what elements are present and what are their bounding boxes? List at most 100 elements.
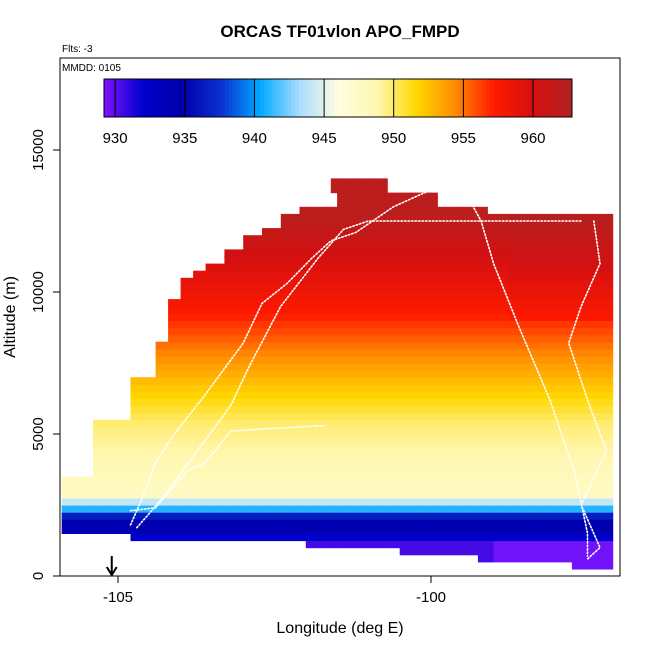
colorbar-swatch [540, 79, 546, 117]
heatmap-cell [211, 327, 229, 336]
heatmap-cell [321, 235, 338, 243]
heatmap-cell [509, 519, 526, 527]
heatmap-cell [524, 391, 542, 400]
heatmap-cell [431, 519, 448, 527]
heatmap-cell [180, 448, 197, 456]
heatmap-cell [587, 277, 604, 286]
heatmap-cell [556, 384, 573, 392]
heatmap-cell [133, 377, 150, 385]
colorbar-swatch [299, 79, 304, 117]
heatmap-cell [305, 462, 323, 471]
heatmap-cell [290, 284, 307, 293]
heatmap-cell [243, 299, 260, 307]
heatmap-cell [133, 398, 150, 407]
heatmap-cell [274, 242, 291, 250]
heatmap-cell [587, 256, 604, 265]
heatmap-cell [384, 228, 401, 236]
heatmap-cell [337, 426, 354, 435]
heatmap-cell [180, 398, 197, 407]
heatmap-cell [290, 490, 307, 499]
heatmap-cell [431, 355, 448, 364]
heatmap-cell [290, 355, 307, 364]
heatmap-cell [243, 448, 260, 456]
heatmap-cell [446, 441, 463, 449]
heatmap-cell [540, 277, 557, 286]
heatmap-cell [149, 441, 166, 449]
heatmap-cell [352, 313, 369, 321]
heatmap-cell [227, 270, 244, 279]
heatmap-cell [258, 512, 276, 520]
heatmap-cell [243, 526, 260, 534]
heatmap-cell [462, 242, 479, 250]
heatmap-cell [321, 540, 338, 549]
heatmap-cell [509, 263, 526, 272]
heatmap-cell [211, 292, 229, 300]
heatmap-cell [352, 476, 369, 485]
heatmap-cell [352, 426, 369, 435]
heatmap-cell [290, 256, 307, 265]
heatmap-cell [587, 249, 604, 258]
heatmap-cell [337, 235, 354, 243]
colorbar-swatch [377, 79, 382, 117]
heatmap-cell [431, 292, 448, 300]
heatmap-cell [305, 341, 323, 350]
heatmap-cell [587, 497, 604, 506]
heatmap-cell [352, 519, 369, 527]
heatmap-cell [540, 228, 557, 236]
heatmap-cell [149, 490, 166, 499]
heatmap-cell [61, 512, 72, 520]
colorbar-swatch [513, 79, 518, 117]
heatmap-cell [258, 490, 276, 499]
heatmap-cell [211, 306, 229, 314]
heatmap-cell [415, 526, 432, 534]
heatmap-cell [290, 405, 307, 414]
heatmap-cell [164, 448, 182, 456]
colorbar-swatch [373, 79, 378, 117]
heatmap-cell [274, 277, 291, 286]
heatmap-cell [462, 299, 479, 307]
heatmap-cell [587, 398, 604, 407]
heatmap-cell [274, 419, 291, 428]
heatmap-cell [93, 469, 103, 478]
heatmap-cell [337, 192, 354, 201]
heatmap-cell [540, 519, 557, 527]
heatmap-cell [337, 242, 354, 250]
heatmap-cell [133, 462, 150, 471]
heatmap-cell [274, 341, 291, 350]
colorbar-swatch [185, 79, 191, 117]
heatmap-cell [211, 526, 229, 534]
heatmap-cell [330, 178, 338, 187]
heatmap-cell [258, 469, 276, 478]
heatmap-cell [446, 505, 463, 513]
heatmap-cell [556, 299, 573, 307]
heatmap-cell [368, 412, 385, 421]
heatmap-cell [368, 263, 385, 272]
heatmap-cell [227, 519, 244, 527]
heatmap-cell [274, 292, 291, 300]
heatmap-cell [321, 270, 338, 279]
heatmap-cell [180, 355, 197, 364]
heatmap-cell [524, 299, 542, 307]
heatmap-cell [571, 213, 589, 222]
heatmap-cell [196, 320, 213, 329]
heatmap-cell [524, 277, 542, 286]
colorbar-tick-label: 960 [520, 130, 545, 147]
heatmap-cell [603, 419, 614, 428]
heatmap-cell [337, 277, 354, 286]
heatmap-cell [384, 405, 401, 414]
heatmap-cell [118, 448, 135, 456]
heatmap-cell [603, 483, 614, 492]
heatmap-cell [368, 256, 385, 265]
heatmap-cell [258, 533, 276, 542]
heatmap-cell [258, 519, 276, 527]
heatmap-cell [431, 455, 448, 463]
heatmap-cell [290, 277, 307, 286]
heatmap-cell [431, 341, 448, 350]
heatmap-cell [431, 412, 448, 421]
heatmap-cell [415, 235, 432, 243]
colorbar-swatch [482, 79, 487, 117]
heatmap-cell [571, 242, 589, 250]
heatmap-cell [556, 341, 573, 350]
heatmap-cell [196, 419, 213, 428]
heatmap-cell [415, 363, 432, 371]
